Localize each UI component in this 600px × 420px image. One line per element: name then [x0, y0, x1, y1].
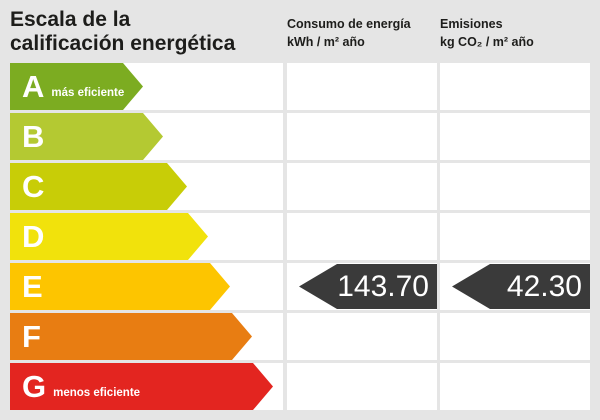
emissions-header-line1: Emisiones	[440, 17, 503, 31]
bar-cell: E	[10, 263, 283, 310]
consumption-cell	[287, 63, 437, 110]
emissions-cell	[440, 313, 590, 360]
grade-note: menos eficiente	[53, 386, 141, 399]
emissions-cell: 42.30	[440, 263, 590, 310]
emissions-cell	[440, 363, 590, 410]
consumption-cell	[287, 213, 437, 260]
emissions-cell	[440, 163, 590, 210]
consumption-header-line2: kWh / m² año	[287, 35, 365, 49]
rating-row-b: B	[0, 113, 600, 160]
consumption-value-badge: 143.70	[299, 264, 437, 309]
emissions-header-line2: kg CO₂ / m² año	[440, 35, 534, 49]
consumption-cell	[287, 363, 437, 410]
rating-bar-c: C	[10, 163, 187, 210]
emissions-value-badge: 42.30	[452, 264, 590, 309]
grade-letter: F	[22, 319, 41, 354]
consumption-column-header: Consumo de energía kWh / m² año	[287, 15, 411, 51]
page-title: Escala de la calificación energética	[10, 8, 235, 56]
emissions-cell	[440, 113, 590, 160]
grade-letter: E	[22, 269, 43, 304]
emissions-column-header: Emisiones kg CO₂ / m² año	[440, 15, 534, 51]
bar-cell: B	[10, 113, 283, 160]
bar-cell: C	[10, 163, 283, 210]
page-title-line2: calificación energética	[10, 32, 236, 55]
rating-bar-f: F	[10, 313, 252, 360]
rating-row-f: F	[0, 313, 600, 360]
rating-row-c: C	[0, 163, 600, 210]
consumption-cell	[287, 163, 437, 210]
rating-bar-e: E	[10, 263, 230, 310]
rating-row-d: D	[0, 213, 600, 260]
consumption-value: 143.70	[337, 269, 429, 303]
rating-bar-d: D	[10, 213, 208, 260]
grade-letter: D	[22, 219, 45, 254]
grade-note: más eficiente	[51, 86, 125, 99]
consumption-header-line1: Consumo de energía	[287, 17, 411, 31]
bar-cell: F	[10, 313, 283, 360]
grade-letter: A	[22, 69, 45, 104]
emissions-value: 42.30	[506, 269, 582, 303]
grade-letter: B	[22, 119, 45, 154]
consumption-cell	[287, 113, 437, 160]
consumption-cell	[287, 313, 437, 360]
emissions-cell	[440, 63, 590, 110]
emissions-cell	[440, 213, 590, 260]
rating-bar-b: B	[10, 113, 163, 160]
grade-letter: G	[22, 369, 47, 404]
page-title-line1: Escala de la	[10, 8, 131, 31]
grade-letter: C	[22, 169, 45, 204]
consumption-cell: 143.70	[287, 263, 437, 310]
rating-row-e: E 143.70 42.30	[0, 263, 600, 310]
bar-cell: D	[10, 213, 283, 260]
